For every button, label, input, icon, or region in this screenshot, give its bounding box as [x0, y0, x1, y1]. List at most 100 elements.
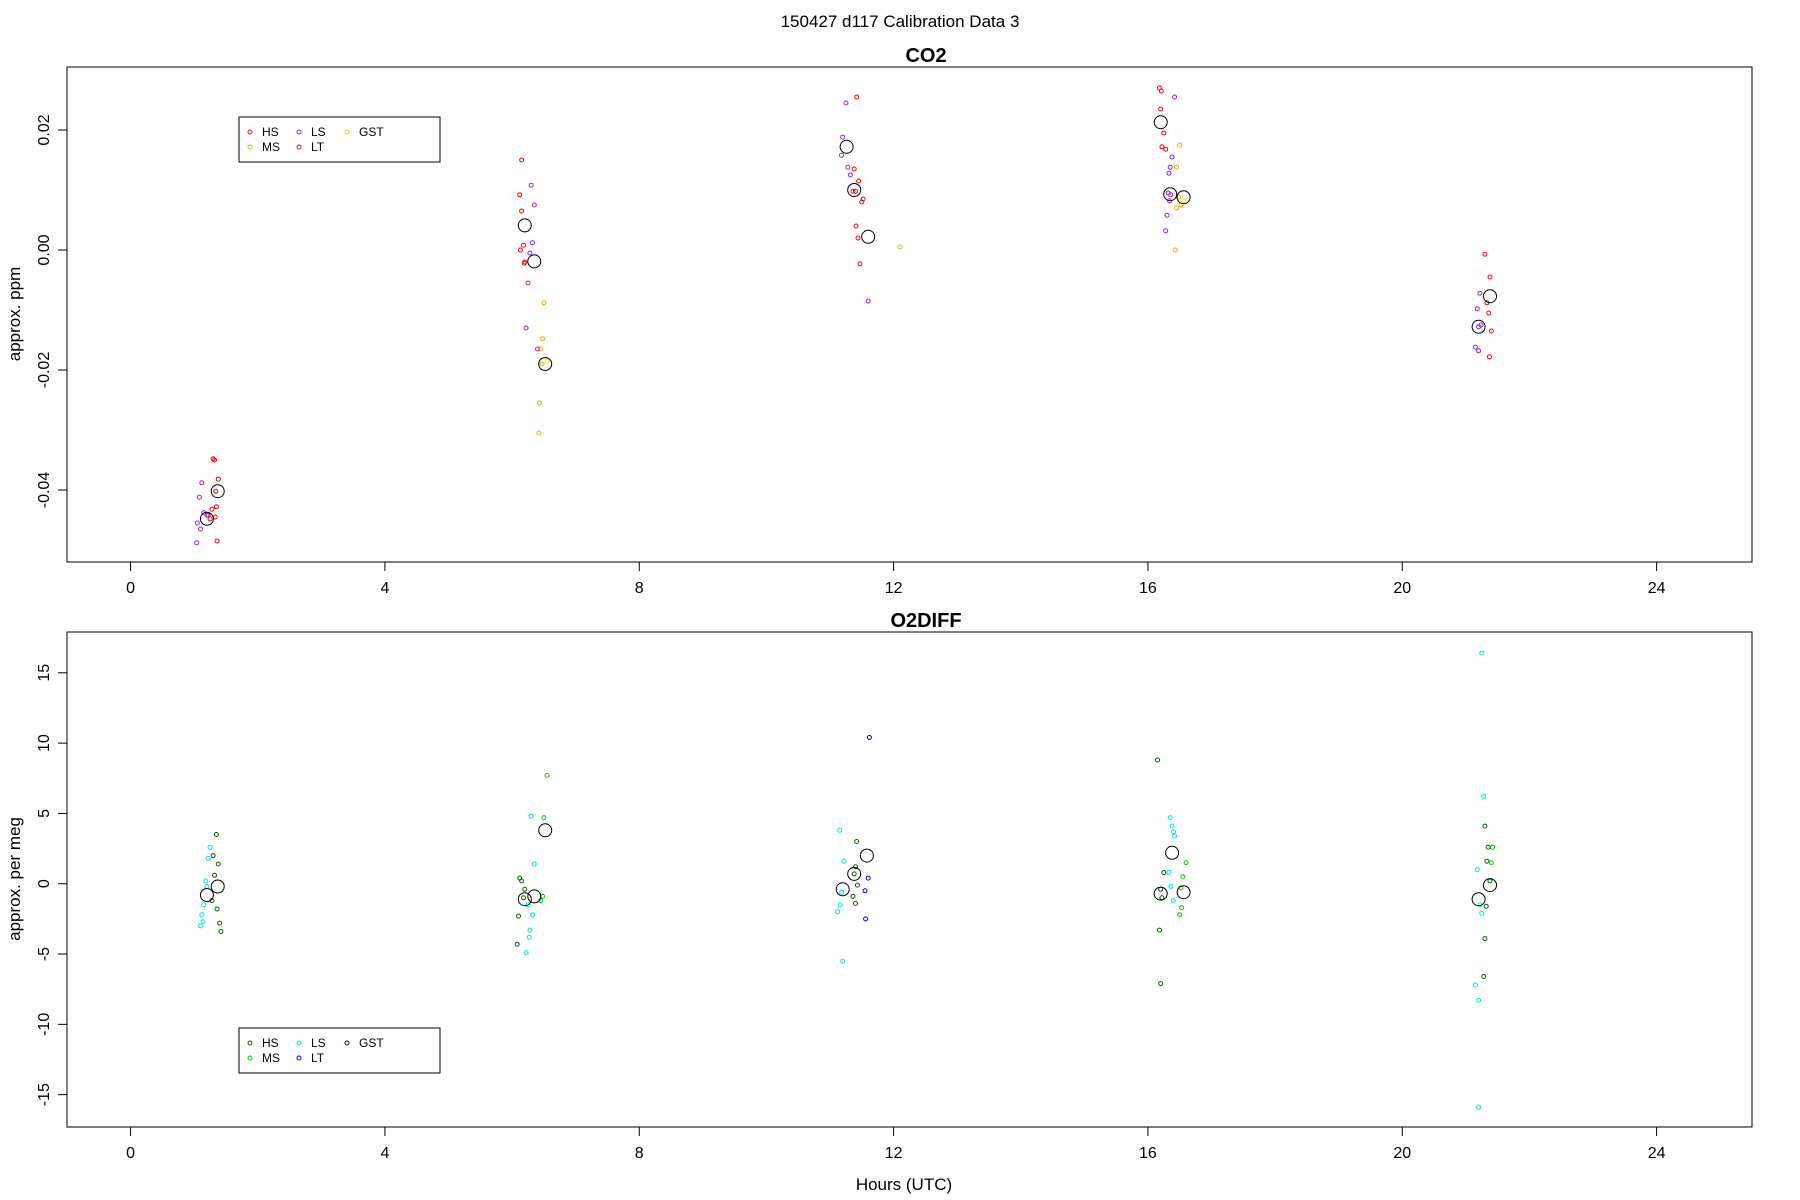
o2diff-point-hs — [1161, 870, 1167, 875]
co2-point-hs — [850, 188, 856, 194]
co2-point-hs — [519, 157, 525, 163]
co2-legend-marker-lt — [296, 144, 302, 150]
o2diff-point-ls — [835, 909, 841, 915]
o2diff-x-axis: 0 4 8 12 16 20 24 — [126, 1126, 1666, 1162]
o2diff-point-hs — [218, 929, 224, 934]
co2-point-hs — [857, 261, 863, 267]
co2-legend-marker-hs — [247, 129, 253, 135]
o2diff-point-ls — [207, 844, 213, 850]
o2diff-point-ms — [1488, 860, 1494, 866]
o2diff-point-ls — [1481, 794, 1487, 799]
o2diff-data-points — [198, 650, 1497, 1110]
co2-legend-marker-ms — [247, 144, 253, 150]
o2diff-point-ls — [1166, 870, 1172, 875]
co2-point-ls — [1164, 212, 1170, 218]
o2diff-panel: O2DIFF 0 4 8 12 16 20 24 -15 -10 -5 0 5 10 15 approx… — [5, 610, 1753, 1194]
co2-point-ls — [194, 520, 200, 526]
co2-point-hs — [855, 235, 861, 241]
o2diff-point-mean — [859, 848, 874, 863]
co2-point-ls — [847, 172, 853, 178]
o2diff-point-hs — [516, 913, 521, 919]
co2-point-mean — [1176, 190, 1191, 205]
o2diff-legend-box — [238, 1027, 441, 1074]
o2diff-point-ls — [1170, 898, 1176, 904]
o2diff-point-ls — [200, 919, 206, 925]
o2diff-point-lt — [865, 875, 871, 881]
co2-point-mean — [517, 218, 532, 233]
co2-y-tick-label: -0.02 — [36, 352, 53, 389]
co2-point-ls — [1477, 290, 1483, 296]
co2-point-ms — [538, 346, 544, 352]
co2-point-ms — [1174, 164, 1180, 170]
co2-point-ms — [536, 400, 542, 406]
o2diff-point-ls — [837, 902, 843, 908]
o2diff-point-ls — [527, 927, 533, 933]
co2-point-mean — [1471, 319, 1486, 334]
co2-point-ms — [541, 300, 547, 306]
o2diff-y-tick-label: 15 — [36, 664, 53, 682]
o2diff-y-tick-label: -5 — [36, 947, 53, 961]
o2diff-point-ms — [1179, 905, 1185, 911]
o2diff-y-tick-label: 0 — [36, 879, 53, 888]
o2diff-point-mean — [199, 888, 214, 902]
o2diff-point-hs — [519, 878, 525, 884]
co2-x-tick-label: 20 — [1393, 580, 1411, 597]
o2diff-point-hs — [853, 864, 858, 870]
o2diff-point-ls — [1167, 815, 1173, 821]
co2-point-mean — [199, 511, 214, 526]
o2diff-legend-marker-gst — [344, 1040, 350, 1046]
o2diff-legend-label-ms: MS — [262, 1051, 280, 1065]
co2-data-points — [194, 85, 1497, 546]
o2diff-x-tick-label: 16 — [1139, 1145, 1157, 1162]
o2diff-point-hs — [853, 900, 858, 906]
o2diff-y-tick-label: 10 — [36, 734, 53, 752]
o2diff-point-hs — [1481, 974, 1487, 979]
o2diff-point-ls — [839, 889, 844, 895]
co2-point-gst — [544, 358, 550, 364]
o2diff-point-hs — [1482, 936, 1488, 942]
co2-point-ms — [540, 336, 546, 342]
o2diff-point-ls — [1479, 910, 1485, 916]
o2diff-point-mean — [538, 823, 553, 838]
o2diff-point-ls — [198, 923, 203, 929]
co2-x-tick-label: 0 — [126, 580, 135, 597]
o2diff-point-ls — [1476, 997, 1482, 1003]
o2diff-point-ls — [841, 858, 847, 864]
co2-point-ls — [523, 325, 529, 331]
co2-point-hs — [854, 94, 860, 100]
co2-point-ls — [1167, 164, 1173, 170]
co2-legend-label-ms: MS — [262, 140, 280, 154]
co2-point-ls — [525, 280, 531, 286]
o2diff-point-mean — [1153, 886, 1168, 901]
co2-point-ls — [1169, 154, 1175, 160]
co2-point-ls — [845, 164, 851, 170]
o2diff-legend-marker-hs — [247, 1040, 253, 1046]
co2-point-hs — [1486, 354, 1492, 360]
co2-x-axis: 0 4 8 12 16 20 24 — [126, 561, 1666, 597]
co2-point-mean — [527, 254, 542, 269]
o2diff-legend-marker-lt — [296, 1055, 302, 1061]
o2diff-point-mean — [1165, 845, 1180, 860]
co2-point-hs — [214, 538, 220, 544]
co2-point-ls — [1168, 192, 1174, 198]
co2-point-ls — [198, 526, 203, 532]
o2diff-point-ls — [1479, 650, 1485, 656]
co2-point-hs — [1482, 251, 1488, 257]
co2-y-axis: -0.04 -0.02 0.00 0.02 — [36, 114, 68, 509]
o2diff-y-tick-label: -15 — [36, 1083, 53, 1106]
co2-legend-marker-ls — [296, 129, 302, 135]
co2-x-tick-label: 16 — [1139, 580, 1157, 597]
co2-point-hs — [1488, 328, 1494, 334]
o2diff-point-hs — [215, 861, 221, 867]
co2-point-ms — [897, 244, 903, 250]
o2diff-panel-title: O2DIFF — [890, 610, 961, 632]
co2-x-tick-label: 24 — [1648, 580, 1666, 597]
o2diff-point-ls — [1476, 1104, 1482, 1110]
co2-point-ls — [527, 250, 533, 256]
co2-y-tick-label: 0.02 — [36, 114, 53, 145]
co2-point-hs — [212, 457, 217, 463]
co2-point-hs — [210, 456, 216, 462]
o2diff-point-hs — [213, 832, 219, 837]
o2diff-legend-marker-ls — [296, 1040, 302, 1046]
co2-y-tick-label: -0.04 — [36, 472, 53, 509]
